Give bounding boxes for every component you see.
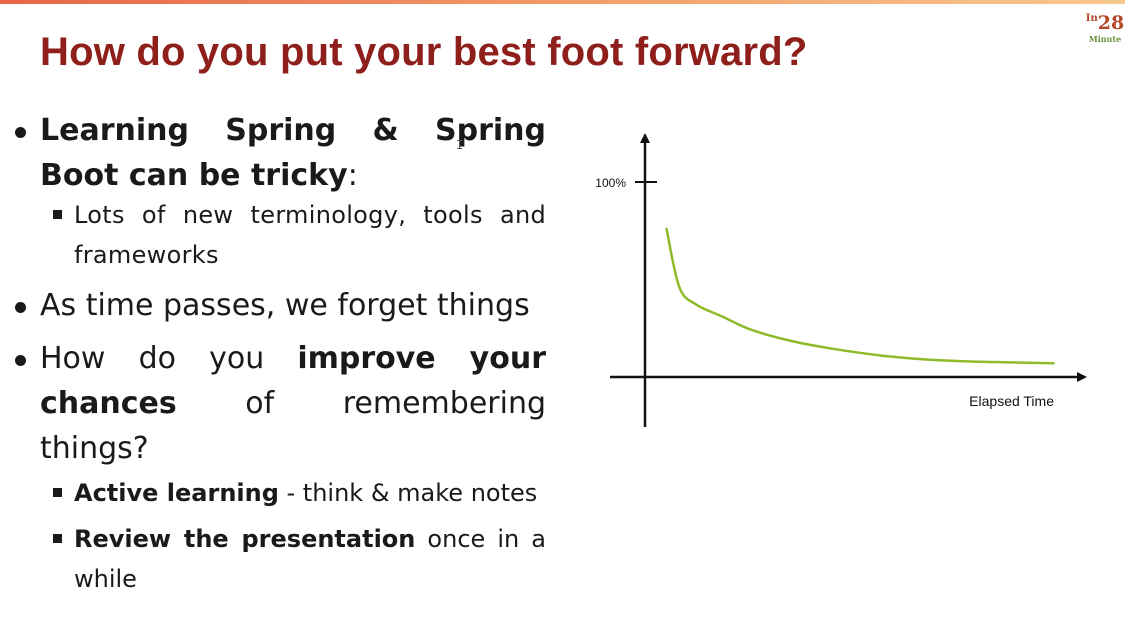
bullet-improve-part3: of remembering things?: [40, 386, 546, 466]
bullet-forget-things: As time passes, we forget things: [10, 283, 546, 328]
logo-in: In: [1085, 13, 1098, 24]
subbullet-terminology: Lots of new terminology, tools and frame…: [10, 195, 546, 275]
bullet-improve-part1: How do you: [40, 341, 298, 376]
text-cursor-icon: I: [456, 138, 464, 152]
logo-word: Minute: [1088, 34, 1122, 44]
top-accent-bar: [0, 0, 1125, 4]
review-presentation-rest: once in a while: [74, 525, 546, 593]
x-axis-label: Elapsed Time: [969, 393, 1054, 409]
slide-title: How do you put your best foot forward?: [40, 30, 808, 74]
bullet-learning-tricky-bold: Learning Spring & Spring Boot can be tri…: [40, 113, 546, 193]
bullet-learning-tricky-colon: :: [347, 158, 358, 193]
y-tick-label-100: 100%: [595, 176, 626, 190]
active-learning-bold: Active learning: [74, 479, 279, 507]
subbullet-active-learning: Active learning - think & make notes: [10, 473, 546, 513]
bullet-improve-chances: How do you improve your chances of remem…: [10, 336, 546, 471]
subbullet-review-presentation: Review the presentation once in a while: [10, 519, 546, 599]
logo-number: 28: [1097, 12, 1125, 34]
active-learning-rest: - think & make notes: [278, 479, 538, 507]
bullet-learning-tricky: Learning Spring & Spring Boot can be tri…: [10, 108, 546, 198]
review-presentation-bold: Review the presentation: [74, 525, 416, 553]
bullet-improve-bold: improve your chances: [40, 341, 546, 421]
forgetting-curve-chart: 100% Elapsed Time: [595, 133, 1087, 427]
series-line-retention: [665, 227, 1055, 365]
bullet-list: Learning Spring & Spring Boot can be tri…: [10, 108, 546, 599]
in28minutes-logo: In28 Minute: [1085, 12, 1125, 44]
